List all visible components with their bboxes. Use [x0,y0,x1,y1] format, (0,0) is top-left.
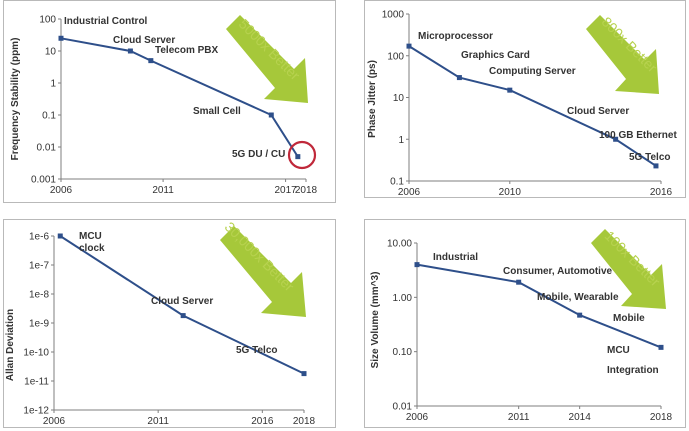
size-volume-chart: 100x Better Size Volume (mm^3) 10.001.00… [370,227,673,423]
y-tick-label: 1e-8 [29,290,49,301]
annotation-label: Small Cell [193,106,241,117]
annotation-label: Integration [607,365,659,376]
x-tick-label: 2017 [274,185,297,196]
data-point [57,233,63,239]
y-tick-label: 1 [398,135,404,146]
annotation-label: Cloud Server [113,35,175,46]
x-tick-label: 2016 [251,416,274,427]
data-point [516,279,522,285]
data-point [268,112,274,118]
annotation-label: Computing Server [489,66,576,77]
y-tick-label: 100 [39,15,56,26]
annotation-label: 100 GB Ethernet [599,130,677,141]
x-tick-label: 2006 [406,412,429,423]
y-axis-label: Phase Jitter (ps) [367,60,378,138]
data-point [148,58,154,64]
x-tick-label: 2006 [398,187,421,198]
series-line [416,263,662,349]
data-point [301,371,307,377]
y-tick-label: 10 [393,93,405,104]
y-tick-label: 1e-12 [23,406,49,417]
annotation-label: Graphics Card [461,50,530,61]
y-tick-label: 0.1 [390,177,404,188]
data-point [414,262,420,268]
data-point [613,136,619,142]
y-tick-label: 1 [50,79,56,90]
y-tick-label: 100 [387,51,404,62]
y-tick-label: 0.001 [31,175,56,186]
annotation-label: Cloud Server [567,106,629,117]
annotation-label: Industrial [433,252,478,263]
highlight-ring [287,140,317,170]
y-axis-label: Frequency Stability (ppm) [10,38,21,161]
y-axis-label: Size Volume (mm^3) [370,272,381,369]
x-tick-label: 2016 [650,187,673,198]
x-tick-label: 2018 [295,185,318,196]
y-tick-label: 0.10 [393,347,413,358]
data-point [58,35,64,41]
annotation-label: Mobile [613,313,645,324]
x-tick-label: 2010 [499,187,522,198]
x-tick-label: 2006 [50,185,73,196]
annotation-label: 5G Telco [629,152,671,163]
frequency-stability-chart: 5000x Better Frequency Stability (ppm) 1… [10,15,318,197]
x-tick-label: 2011 [152,185,174,196]
data-point [658,344,664,350]
y-tick-label: 1.00 [393,293,413,304]
x-tick-label: 2011 [147,416,169,427]
data-point [180,313,186,319]
phase-jitter-chart-panel: 800x Better Phase Jitter (ps) 1000 100 10 1… [364,0,686,198]
data-point [507,87,513,93]
x-tick-label: 2011 [508,412,530,423]
y-tick-label: 1000 [382,10,405,21]
x-tick-label: 2018 [293,416,316,427]
allan-deviation-chart: 30,000x Better Allan Deviation 1e-61e-71… [5,220,316,427]
y-tick-label: 1e-9 [29,319,49,330]
x-tick-label: 2018 [650,412,673,423]
annotation-label: Consumer, Automotive [503,266,613,277]
y-tick-label: 0.01 [393,402,413,413]
x-tick-label: 2006 [43,416,66,427]
y-tick-label: 1e-6 [29,232,49,243]
y-tick-label: 10.00 [387,239,412,250]
y-tick-label: 1e-7 [29,261,49,272]
allan-deviation-chart-panel: 30,000x Better Allan Deviation 1e-6 1e-7 1… [3,219,336,428]
annotation-label: MCU [79,231,102,242]
data-point [456,75,462,81]
better-arrow [220,226,306,317]
annotation-label: 5G DU / CU [232,149,285,160]
annotation-label: Microprocessor [418,31,493,42]
data-point [127,48,133,54]
data-point [653,163,659,169]
frequency-stability-chart-panel: 5000x Better Frequency Stability (ppm) 1… [3,0,336,203]
y-tick-label: 0.1 [42,111,56,122]
x-tick-label: 2014 [569,412,592,423]
y-tick-label: 1e-10 [23,348,49,359]
size-volume-chart-panel: 100x Better Size Volume (mm^3) 10.00 1.00… [364,219,686,428]
better-arrow [591,229,666,309]
annotation-label: Cloud Server [151,296,213,307]
y-tick-label: 1e-11 [24,377,49,388]
data-point [406,43,412,49]
better-arrow [586,15,659,94]
annotation-label: 5G Telco [236,345,278,356]
annotation-label: Mobile, Wearable [537,292,619,303]
y-axis-label: Allan Deviation [5,309,16,381]
annotation-label: Industrial Control [64,16,148,27]
y-tick-label: 10 [45,47,57,58]
annotation-label: clock [79,243,105,254]
annotation-label: Telecom PBX [155,45,218,56]
data-point [295,154,301,160]
data-point [577,312,583,318]
y-tick-label: 0.01 [37,143,57,154]
phase-jitter-chart: 800x Better Phase Jitter (ps) 1000100101… [367,10,677,199]
annotation-label: MCU [607,345,630,356]
better-arrow [226,15,308,103]
